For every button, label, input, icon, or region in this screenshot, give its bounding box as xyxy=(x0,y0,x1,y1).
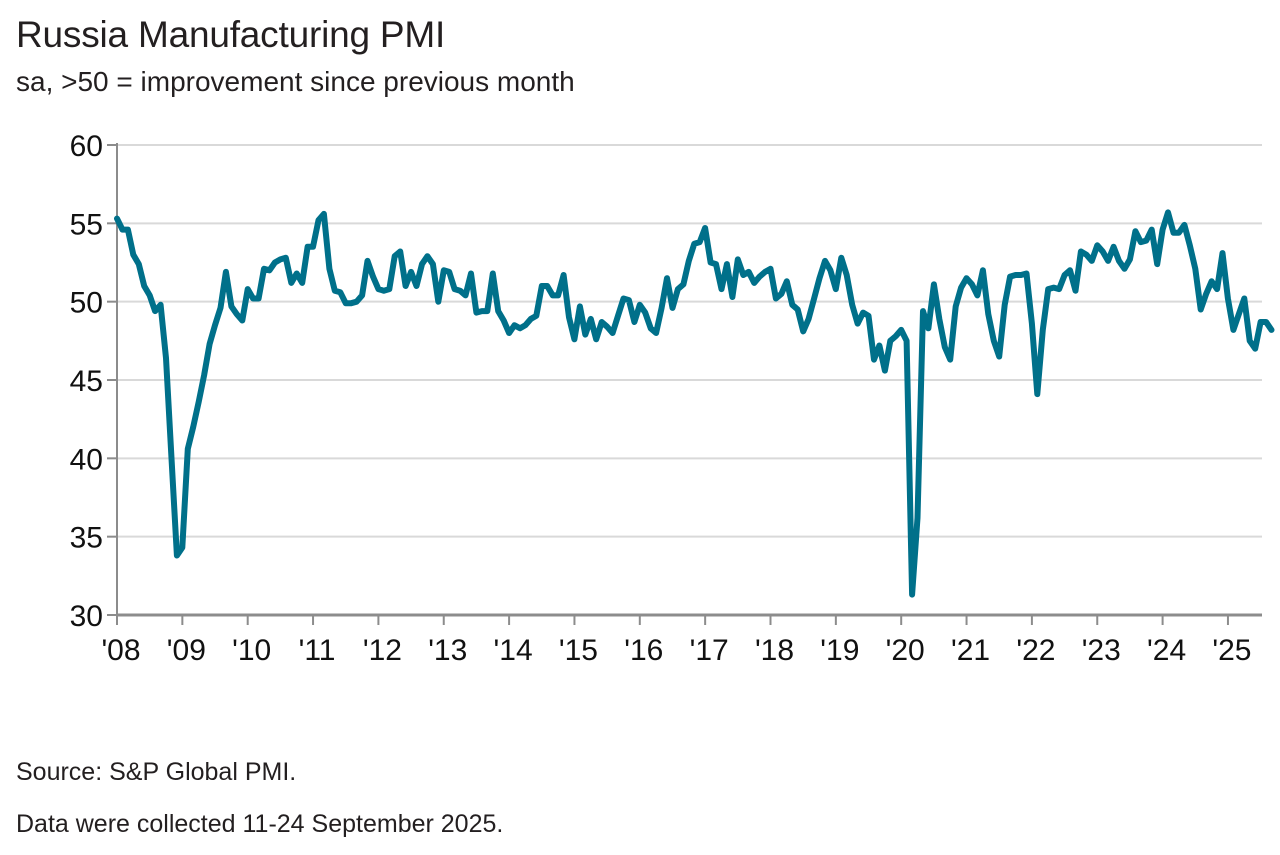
x-tick-label: '21 xyxy=(951,634,990,667)
x-tick-label: '24 xyxy=(1147,634,1186,667)
y-tick-label: 60 xyxy=(70,130,103,163)
series-group xyxy=(114,209,1275,598)
x-tick-label: '08 xyxy=(101,634,140,667)
y-tick-label: 35 xyxy=(70,522,103,555)
x-tick-label: '17 xyxy=(690,634,729,667)
x-axis: '08 '09 '10 '11 '12 '13 '14 '15 '16 '17 '18 '19 '20 '… xyxy=(101,613,1262,667)
source-note: Source: S&P Global PMI. xyxy=(16,758,297,786)
y-tick-label: 30 xyxy=(70,600,103,633)
y-tick-label: 40 xyxy=(70,443,103,476)
x-tick-label: '19 xyxy=(820,634,859,667)
gridlines xyxy=(117,144,1262,538)
series-line-russia-pmi xyxy=(114,209,1275,598)
y-tick-label: 50 xyxy=(70,287,103,320)
chart-subtitle: sa, >50 = improvement since previous mon… xyxy=(16,66,575,97)
x-tick-label: '11 xyxy=(299,634,336,667)
y-tick-label: 45 xyxy=(70,365,103,398)
y-tick-label: 55 xyxy=(70,208,103,241)
x-tick-label: '23 xyxy=(1082,634,1121,667)
x-tick-label: '25 xyxy=(1212,634,1251,667)
x-tick-label: '20 xyxy=(886,634,925,667)
x-tick-label: '16 xyxy=(624,634,663,667)
x-tick-label: '22 xyxy=(1016,634,1055,667)
x-tick-label: '14 xyxy=(494,634,533,667)
collection-note: Data were collected 11-24 September 2025… xyxy=(16,810,504,838)
x-tick-label: '18 xyxy=(755,634,794,667)
x-tick-label: '15 xyxy=(559,634,598,667)
chart-title: Russia Manufacturing PMI xyxy=(16,14,446,55)
x-tick-label: '09 xyxy=(167,634,206,667)
x-tick-label: '13 xyxy=(428,634,467,667)
y-axis: 30 35 40 45 50 55 60 xyxy=(70,130,118,633)
x-tick-label: '10 xyxy=(232,634,271,667)
x-tick-label: '12 xyxy=(363,634,402,667)
